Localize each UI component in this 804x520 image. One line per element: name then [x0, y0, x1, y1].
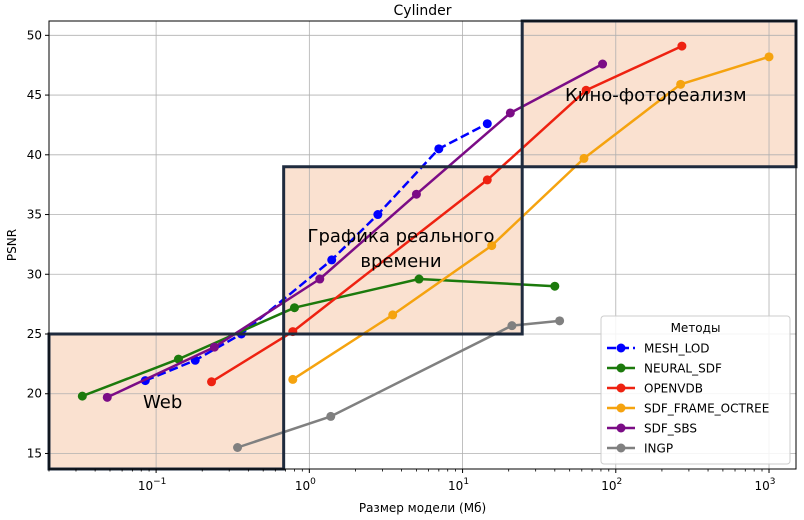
series-mesh-lod-point: [373, 210, 383, 220]
legend-mesh-lod-marker: [616, 343, 626, 353]
y-tick-label: 20: [27, 387, 42, 401]
region-label: Кино-фотореализм: [565, 85, 747, 106]
region-label: Web: [143, 392, 182, 413]
x-tick-label: 100: [295, 477, 316, 493]
series-sdf-sbs-point: [209, 342, 219, 352]
region-2-fill: [283, 166, 523, 335]
series-sdf-frame-octree-point: [487, 241, 497, 251]
series-sdf-sbs-point: [411, 189, 421, 199]
series-ingp-line: [237, 319, 560, 449]
y-tick-label: 35: [27, 208, 42, 222]
series-sdf-sbs-point: [598, 59, 608, 69]
chart-title: Cylinder: [394, 3, 452, 19]
legend-neural-sdf-label: NEURAL_SDF: [644, 362, 722, 376]
legend-sdf-frame-octree-label: SDF_FRAME_OCTREE: [644, 402, 769, 416]
series-mesh-lod-point: [482, 119, 492, 129]
series-sdf-frame-octree-point: [676, 79, 686, 89]
legend-sdf-sbs-label: SDF_SBS: [644, 422, 697, 436]
series-sdf-frame-octree-line: [292, 55, 770, 381]
series-sdf-frame-octree-point: [764, 52, 774, 62]
legend-ingp-marker: [616, 443, 626, 453]
region-2-border: [282, 165, 524, 336]
series-openvdb-point: [207, 377, 217, 387]
series-neural-sdf-point: [289, 303, 299, 313]
ticks-layer: 10−1 100 101 102 103 15 20 25 30 35 40 45 50: [27, 28, 776, 493]
series-mesh-lod-point: [434, 144, 444, 154]
x-axis-label: Размер модели (Мб): [359, 501, 486, 515]
legend-box: [600, 315, 791, 465]
legend-title: Методы: [671, 321, 721, 335]
series-neural-sdf-point: [173, 354, 183, 364]
region-label: Графика реального времени: [307, 226, 494, 272]
series-sdf-sbs-point: [315, 274, 325, 284]
legend-sdf-sbs-marker: [616, 423, 626, 433]
legend-neural-sdf-marker: [616, 363, 626, 373]
y-tick-label: 50: [27, 28, 42, 42]
legend-ingp-label: INGP: [644, 442, 673, 456]
series-neural-sdf-point: [77, 391, 87, 401]
legend-sdf-frame-octree-marker: [616, 403, 626, 413]
series-openvdb-point: [677, 41, 687, 51]
series-openvdb-point: [581, 85, 591, 95]
region-labels-layer: Web Графика реального времени Кино-фотореал…: [143, 85, 747, 413]
y-tick-label: 45: [27, 88, 42, 102]
series-sdf-frame-octree-point: [288, 374, 298, 384]
series-sdf-sbs-point: [102, 392, 112, 402]
regions-layer: [49, 21, 796, 469]
legend-openvdb-marker: [616, 383, 626, 393]
series-openvdb-point: [482, 175, 492, 185]
series-ingp-point: [555, 316, 565, 326]
series-neural-sdf-point: [414, 274, 424, 284]
x-tick-label: 102: [601, 477, 622, 493]
series-mesh-lod-point: [327, 255, 337, 265]
plot-frame: [48, 20, 797, 470]
series-neural-sdf-point: [550, 281, 560, 291]
series-ingp-point: [326, 411, 336, 421]
y-tick-label: 30: [27, 267, 42, 281]
legend-openvdb-label: OPENVDB: [644, 382, 703, 396]
series-ingp-point: [507, 321, 517, 331]
region-3-fill: [522, 21, 796, 167]
legend-mesh-lod-label: MESH_LOD: [644, 342, 710, 356]
x-tick-label: 10−1: [138, 477, 167, 493]
series-sdf-frame-octree-point: [579, 153, 589, 163]
legend: Методы MESH_LOD NEURAL_SDF OPENVDB SDF_FRAME…: [600, 315, 791, 465]
region-1-fill: [49, 334, 284, 469]
y-tick-label: 25: [27, 327, 42, 341]
series-layer: [77, 41, 774, 452]
x-tick-label: 103: [755, 477, 776, 493]
series-sdf-sbs-point: [505, 108, 515, 118]
y-tick-label: 15: [27, 446, 42, 460]
x-tick-label: 101: [448, 477, 469, 493]
y-axis-label: PSNR: [5, 229, 19, 261]
series-ingp-point: [233, 442, 243, 452]
series-sdf-frame-octree-point: [388, 310, 398, 320]
y-tick-label: 40: [27, 148, 42, 162]
series-sdf-sbs-line: [106, 62, 604, 399]
